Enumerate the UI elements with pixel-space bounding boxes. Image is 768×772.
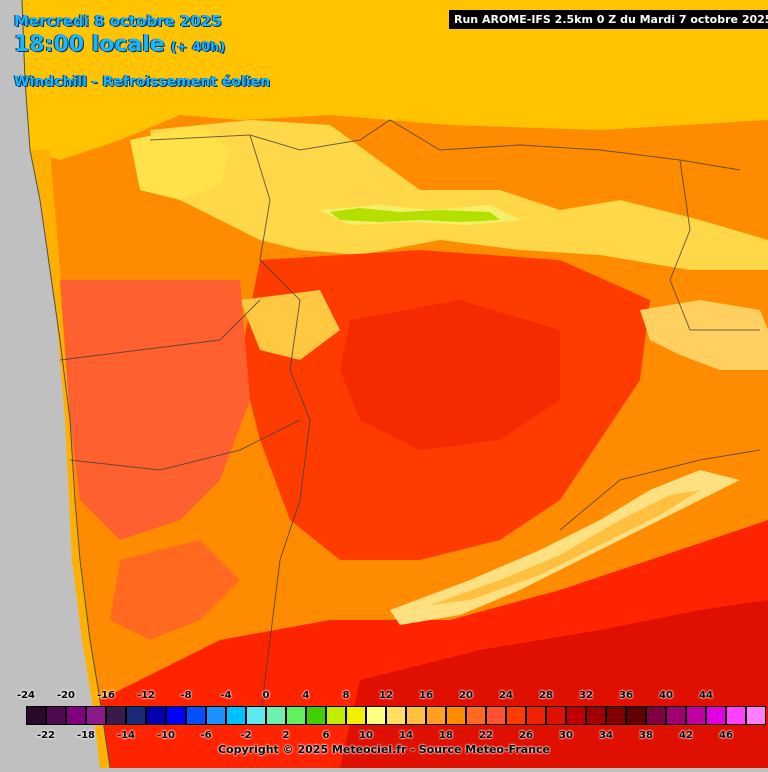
legend-swatch (186, 706, 206, 725)
legend-swatch (666, 706, 686, 725)
west-warm (60, 280, 250, 540)
lead-time: (+ 40h) (170, 40, 226, 55)
legend-bottom-label: 26 (519, 730, 533, 741)
coastline (21, 0, 111, 769)
legend-top-label: 44 (699, 690, 713, 701)
legend-swatch (726, 706, 746, 725)
legend-swatch (306, 706, 326, 725)
legend-top-label: 4 (302, 690, 310, 701)
legend-swatch (566, 706, 586, 725)
green-summit (330, 208, 500, 222)
legend-top-label: 16 (419, 690, 433, 701)
legend-bottom-label: -6 (200, 730, 212, 741)
legend-top-label: 0 (262, 690, 270, 701)
legend-swatch (746, 706, 766, 725)
legend-swatch (586, 706, 606, 725)
legend-bottom-label: 38 (639, 730, 653, 741)
legend-bottom-label: -10 (156, 730, 176, 741)
legend-bottom-label: 18 (439, 730, 453, 741)
east-mountain (640, 300, 768, 370)
legend-swatch (606, 706, 626, 725)
legend-bottom-label: 46 (719, 730, 733, 741)
west-coast-strip (30, 150, 110, 768)
legend-top-label: 40 (659, 690, 673, 701)
legend-top-label: 28 (539, 690, 553, 701)
legend-swatch (146, 706, 166, 725)
parameter-title: Windchill - Refroissement éolien (14, 74, 271, 90)
legend-swatch (386, 706, 406, 725)
legend-swatch (106, 706, 126, 725)
legend-swatch (406, 706, 426, 725)
legend-bottom-label: 14 (399, 730, 413, 741)
legend-swatch (86, 706, 106, 725)
legend-swatch (166, 706, 186, 725)
legend-swatch (546, 706, 566, 725)
legend-top-label: -4 (220, 690, 232, 701)
legend-swatch (206, 706, 226, 725)
legend-swatch (126, 706, 146, 725)
legend-swatch (706, 706, 726, 725)
legend-bottom-label: -22 (36, 730, 56, 741)
cantabrian-range (150, 120, 768, 270)
run-banner: Run AROME-IFS 2.5km 0 Z du Mardi 7 octob… (449, 10, 768, 29)
legend-swatch (486, 706, 506, 725)
color-legend: -24 -20 -16 -12 -8 -4 0 4 8 12 16 20 24 28 32 36 40 44 -2… (0, 686, 768, 768)
legend-swatch (326, 706, 346, 725)
legend-swatch (286, 706, 306, 725)
legend-bottom-label: 2 (282, 730, 290, 741)
legend-top-label: 12 (379, 690, 393, 701)
legend-swatch (426, 706, 446, 725)
legend-swatch (506, 706, 526, 725)
legend-top-label: -20 (56, 690, 76, 701)
legend-swatch (66, 706, 86, 725)
legend-top-label: -24 (16, 690, 36, 701)
legend-top-label: -8 (180, 690, 192, 701)
legend-bottom-label: 6 (322, 730, 330, 741)
north-warm-band (22, 0, 768, 160)
legend-top-label: 24 (499, 690, 513, 701)
southwest-hills (110, 540, 240, 640)
legend-top-label: -16 (96, 690, 116, 701)
legend-swatch (346, 706, 366, 725)
legend-bottom-label: -2 (240, 730, 252, 741)
legend-bottom-label: 22 (479, 730, 493, 741)
legend-swatch (26, 706, 46, 725)
legend-swatch (266, 706, 286, 725)
plateau-core (340, 300, 560, 450)
legend-top-label: 36 (619, 690, 633, 701)
south-deep-hot (340, 600, 768, 768)
legend-swatch (226, 706, 246, 725)
legend-bottom-label: -18 (76, 730, 96, 741)
legend-bottom-label: -14 (116, 730, 136, 741)
legend-top-label: -12 (136, 690, 156, 701)
central-sierra-core (430, 490, 700, 605)
legend-top-label: 8 (342, 690, 350, 701)
local-time: 18:00 locale (14, 32, 165, 57)
legend-top-label: 32 (579, 690, 593, 701)
legend-bottom-label: 34 (599, 730, 613, 741)
legend-top-label: 20 (459, 690, 473, 701)
legend-bottom-label: 10 (359, 730, 373, 741)
legend-swatch (686, 706, 706, 725)
forecast-time: 18:00 locale (+ 40h) (14, 32, 225, 57)
legend-swatch (246, 706, 266, 725)
region-borders (59, 119, 761, 721)
legend-swatch (366, 706, 386, 725)
legend-swatch (466, 706, 486, 725)
legend-swatch (446, 706, 466, 725)
legend-swatch (526, 706, 546, 725)
west-hills (240, 290, 340, 360)
forecast-date: Mercredi 8 octobre 2025 (14, 12, 222, 30)
legend-swatch (626, 706, 646, 725)
legend-bottom-label: 42 (679, 730, 693, 741)
northwest-hills (130, 125, 230, 200)
legend-swatch (646, 706, 666, 725)
legend-swatch (46, 706, 66, 725)
legend-bottom-label: 30 (559, 730, 573, 741)
copyright-text: Copyright © 2025 Meteociel.fr - Source M… (217, 743, 551, 756)
